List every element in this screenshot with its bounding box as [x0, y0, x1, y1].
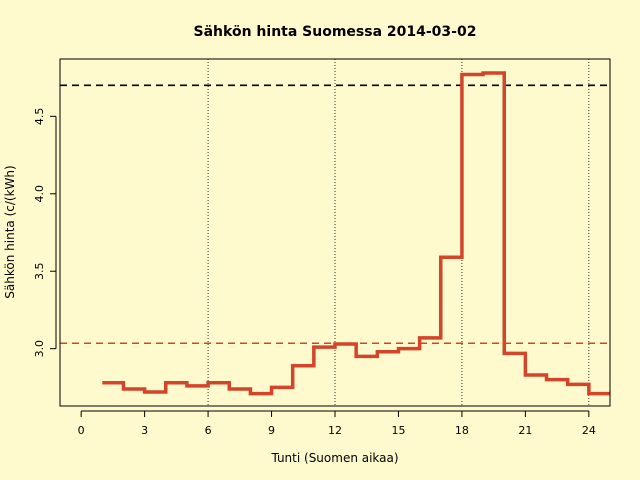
y-tick-label: 4.0	[33, 185, 46, 203]
y-axis-label: Sähkön hinta (c/(kWh)	[3, 165, 17, 298]
x-tick-label: 9	[268, 424, 275, 437]
x-tick-label: 21	[518, 424, 532, 437]
x-tick-label: 24	[582, 424, 596, 437]
x-axis: 0 3 6 9 12 15 18 21 24	[78, 410, 596, 437]
series-group	[102, 71, 610, 396]
reference-lines	[60, 84, 610, 345]
x-tick-label: 18	[455, 424, 469, 437]
x-tick-label: 15	[391, 424, 405, 437]
y-tick-label: 3.5	[33, 262, 46, 280]
x-tick-label: 0	[78, 424, 85, 437]
y-tick-label: 3.0	[33, 340, 46, 358]
x-axis-label: Tunti (Suomen aikaa)	[270, 451, 398, 465]
y-axis: 3.0 3.5 4.0 4.5	[33, 108, 57, 358]
x-tick-label: 3	[141, 424, 148, 437]
y-tick-label: 4.5	[33, 108, 46, 126]
plot-frame	[59, 58, 611, 407]
chart-title: Sähkön hinta Suomessa 2014-03-02	[194, 24, 477, 40]
x-tick-label: 12	[328, 424, 342, 437]
x-tick-label: 6	[205, 424, 212, 437]
price-step-line	[102, 71, 610, 396]
